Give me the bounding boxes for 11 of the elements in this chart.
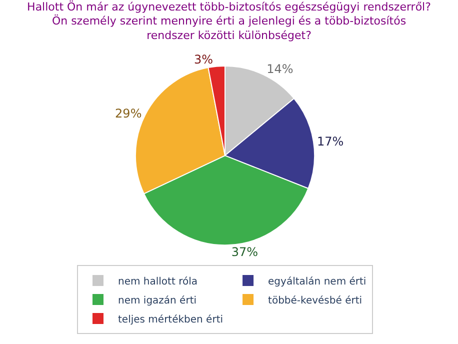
legend-label: nem hallott róla	[118, 276, 198, 288]
data-label: 14%	[266, 62, 294, 76]
legend-label: teljes mértékben érti	[118, 314, 224, 326]
data-label: 3%	[194, 52, 214, 66]
data-label: 29%	[115, 106, 142, 120]
data-label: 37%	[231, 245, 258, 260]
data-label: 17%	[316, 134, 344, 148]
legend-label: egyáltalán nem érti	[268, 276, 366, 288]
legend-label: többé-kevésbé érti	[268, 295, 362, 306]
chart-title: Hallott Ön már az úgynevezett több-biztosítós egészségügyi rendszerről? Ön személy szerint mennyire érti a jelenlegi és a több-biztosítós rendszer közötti különbséget?	[27, 0, 432, 42]
legend-label: nem igazán érti	[118, 295, 197, 306]
